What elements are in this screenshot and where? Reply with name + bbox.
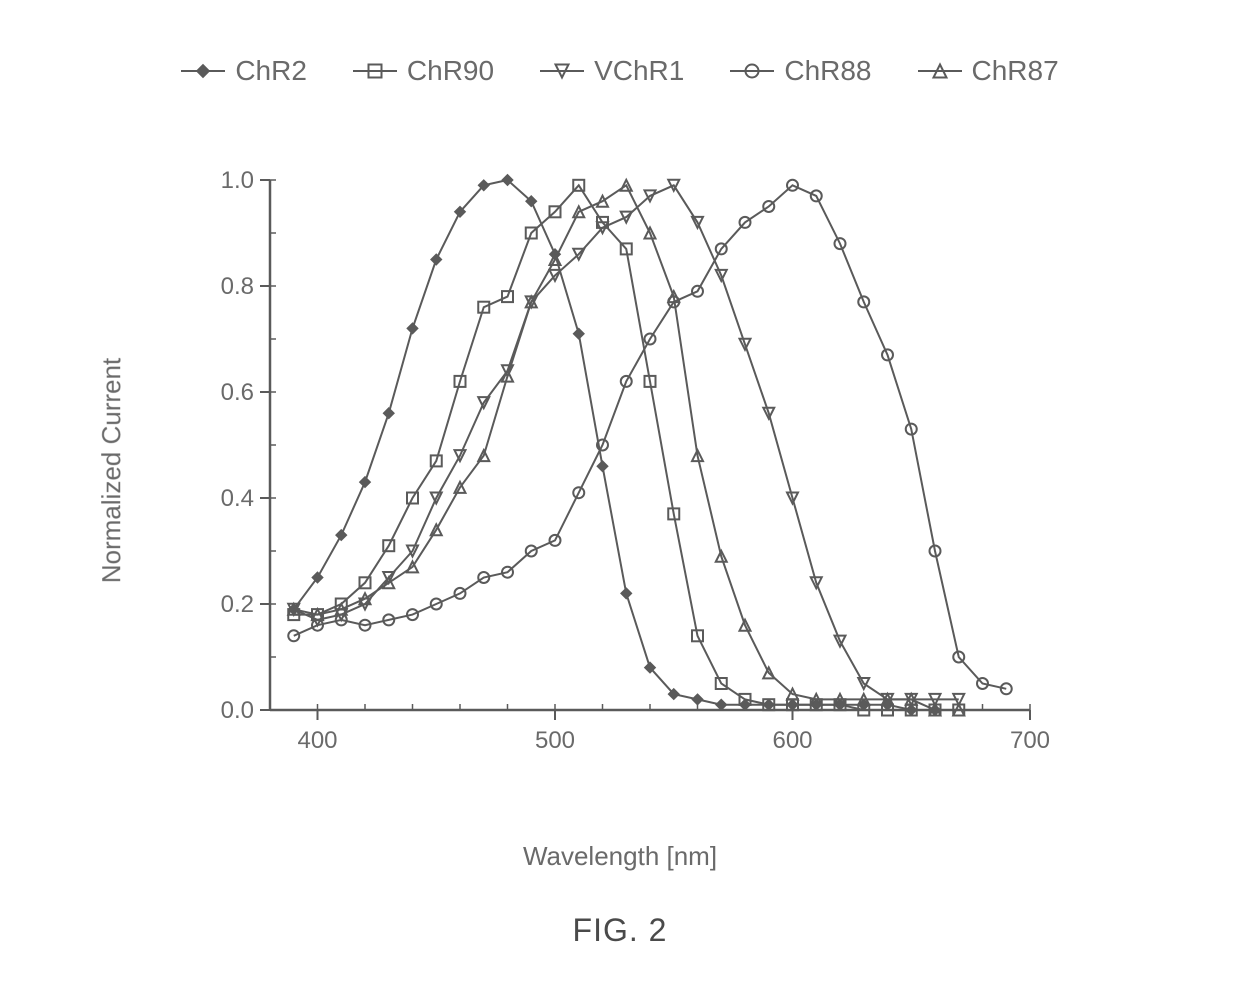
figure-caption: FIG. 2	[0, 912, 1240, 949]
svg-text:0.2: 0.2	[221, 591, 254, 618]
series-chr87	[288, 180, 964, 716]
series-chr2	[288, 175, 940, 716]
y-axis-label-text: Normalized Current	[97, 357, 128, 582]
legend: ChR2 ChR90 VChR1 ChR88 ChR87	[0, 55, 1240, 87]
svg-text:0.6: 0.6	[221, 379, 254, 406]
x-axis-label-text: Wavelength [nm]	[523, 841, 717, 871]
svg-text:0.8: 0.8	[221, 273, 254, 300]
page: ChR2 ChR90 VChR1 ChR88 ChR87 Normalized Curr…	[0, 0, 1240, 992]
series-chr90	[288, 180, 964, 716]
legend-item-chr2: ChR2	[181, 55, 307, 87]
legend-label-chr87: ChR87	[972, 55, 1059, 87]
chart-container: Normalized Current 4005006007000.00.20.4…	[190, 160, 1050, 780]
legend-label-vchr1: VChR1	[594, 55, 684, 87]
figure-caption-text: FIG. 2	[573, 912, 668, 948]
legend-label-chr88: ChR88	[784, 55, 871, 87]
legend-item-chr87: ChR87	[918, 55, 1059, 87]
svg-text:0.4: 0.4	[221, 485, 254, 512]
legend-item-vchr1: VChR1	[540, 55, 684, 87]
legend-marker-chr87	[918, 59, 962, 83]
legend-marker-chr2	[181, 59, 225, 83]
svg-text:500: 500	[535, 727, 575, 754]
legend-item-chr88: ChR88	[730, 55, 871, 87]
svg-text:400: 400	[297, 727, 337, 754]
x-axis-label: Wavelength [nm]	[190, 841, 1050, 872]
svg-text:700: 700	[1010, 727, 1050, 754]
y-axis-label: Normalized Current	[92, 160, 132, 780]
legend-item-chr90: ChR90	[353, 55, 494, 87]
series-chr88	[288, 180, 1012, 695]
legend-marker-chr88	[730, 59, 774, 83]
legend-marker-chr90	[353, 59, 397, 83]
spectral-chart: 400 500 600 700 0.0 0.2 0.4 0.6 0.8 1.0	[190, 160, 1050, 780]
svg-text:600: 600	[772, 727, 812, 754]
svg-text:1.0: 1.0	[221, 167, 254, 194]
legend-label-chr2: ChR2	[235, 55, 307, 87]
legend-marker-vchr1	[540, 59, 584, 83]
legend-label-chr90: ChR90	[407, 55, 494, 87]
svg-text:0.0: 0.0	[221, 697, 254, 724]
